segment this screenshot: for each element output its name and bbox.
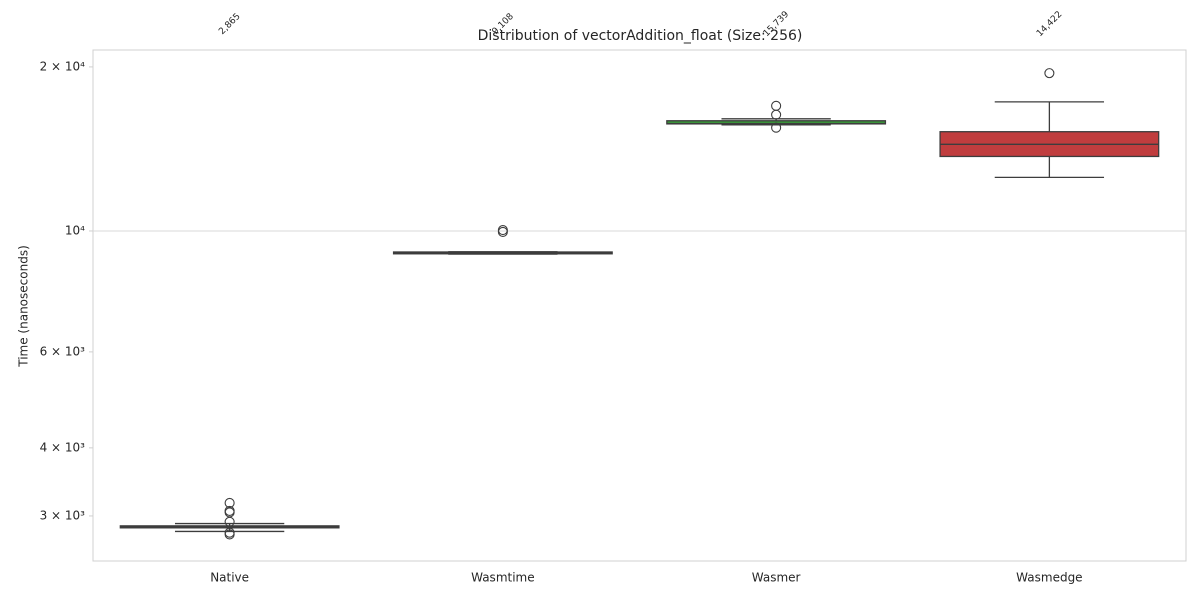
outlier — [771, 122, 782, 133]
y-tick-label: 4 × 10³ — [40, 440, 86, 454]
outlier — [771, 100, 782, 111]
x-tick-label: Native — [210, 571, 249, 585]
y-tick-label: 10⁴ — [65, 223, 85, 237]
chart-title: Distribution of vectorAddition_float (Si… — [478, 28, 803, 44]
outlier — [224, 529, 235, 540]
x-tick-label: Wasmtime — [471, 571, 535, 585]
outlier — [1044, 68, 1055, 79]
x-tick-label: Wasmer — [752, 571, 801, 585]
y-axis-label: Time (nanoseconds) — [17, 245, 31, 368]
box-annotation: 2,865 — [217, 12, 242, 37]
box-annotation: 14,422 — [1035, 10, 1064, 39]
y-tick-label: 2 × 10⁴ — [40, 59, 86, 73]
outlier — [497, 226, 508, 237]
outlier — [771, 109, 782, 120]
x-tick-label: Wasmedge — [1016, 571, 1082, 585]
outlier — [224, 516, 235, 527]
plot-frame — [92, 49, 1187, 562]
y-tick-label: 6 × 10³ — [40, 344, 86, 358]
y-tick-label: 3 × 10³ — [40, 508, 86, 522]
